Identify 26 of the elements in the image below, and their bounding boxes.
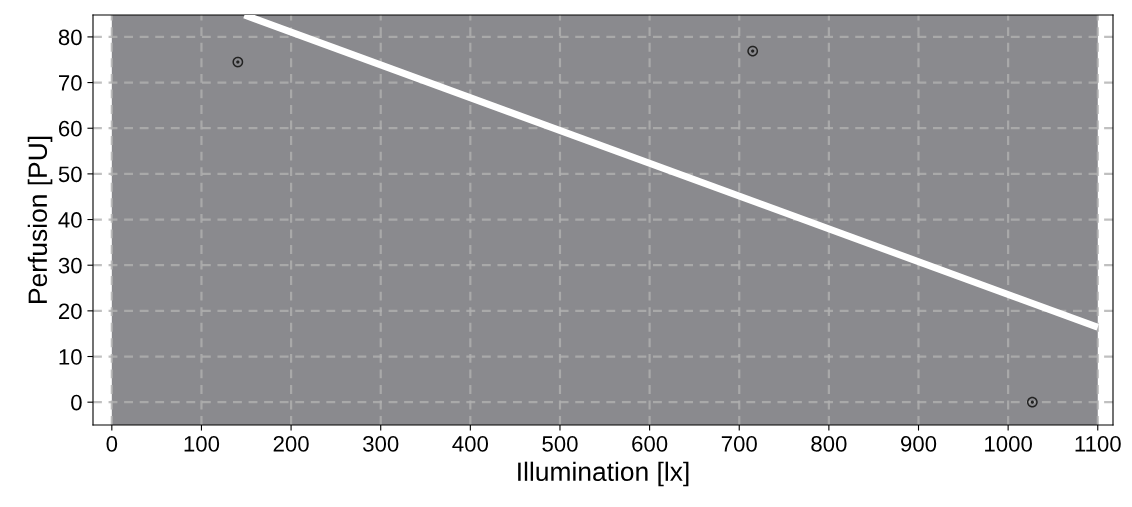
x-tick-label: 500 bbox=[542, 436, 578, 452]
point bbox=[1026, 396, 1038, 408]
y-tick-label: 50 bbox=[58, 166, 82, 183]
x-tick-label: 1000 bbox=[985, 436, 1032, 452]
y-tick-label: 20 bbox=[58, 303, 82, 320]
y-axis-title: Perfusion [PU] bbox=[27, 136, 53, 303]
x-tick-label: 300 bbox=[363, 436, 399, 452]
x-tick-label: 900 bbox=[901, 436, 937, 452]
y-tick-label: 30 bbox=[58, 257, 82, 274]
x-tick-label: 600 bbox=[632, 436, 668, 452]
point bbox=[232, 56, 244, 68]
x-tick-label: 1100 bbox=[1075, 436, 1121, 452]
x-tick-label: 200 bbox=[273, 436, 309, 452]
y-tick-label: 60 bbox=[59, 120, 82, 137]
y-tick-label: 10 bbox=[59, 349, 82, 365]
x-tick-label: 700 bbox=[721, 436, 757, 452]
y-tick-label: 0 bbox=[71, 394, 82, 411]
x-tick-label: 100 bbox=[184, 436, 220, 452]
x-tick-label: 400 bbox=[452, 436, 489, 452]
y-tick-label: 80 bbox=[58, 29, 82, 46]
y-tick-label: 70 bbox=[59, 75, 82, 91]
x-tick-label: 0 bbox=[106, 436, 118, 452]
x-tick-label: 800 bbox=[811, 436, 847, 452]
point bbox=[747, 45, 759, 57]
x-axis-title: Illumination [lx] bbox=[518, 461, 689, 487]
y-tick-label: 40 bbox=[58, 212, 82, 228]
